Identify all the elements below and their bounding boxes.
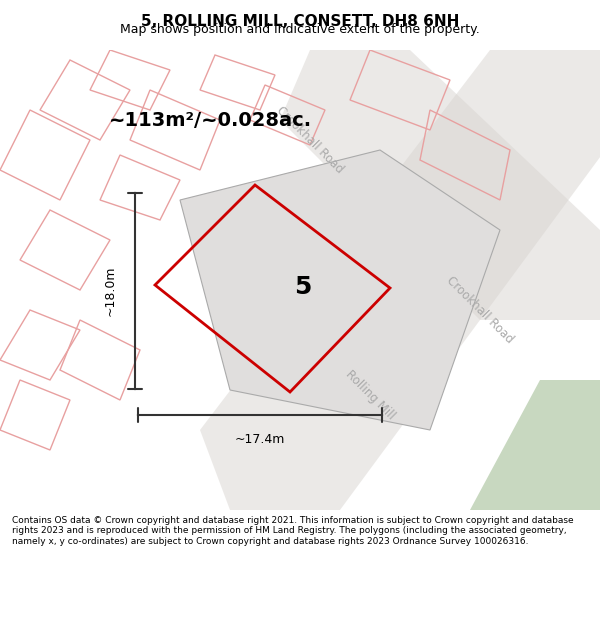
- Polygon shape: [180, 150, 500, 430]
- Text: Crookhall Road: Crookhall Road: [444, 274, 516, 346]
- Text: Contains OS data © Crown copyright and database right 2021. This information is : Contains OS data © Crown copyright and d…: [12, 516, 574, 546]
- Polygon shape: [280, 50, 600, 320]
- Text: ~17.4m: ~17.4m: [235, 433, 285, 446]
- Text: Crookhall Road: Crookhall Road: [274, 104, 346, 176]
- Polygon shape: [470, 380, 600, 510]
- Text: ~113m²/~0.028ac.: ~113m²/~0.028ac.: [109, 111, 311, 129]
- Text: ~18.0m: ~18.0m: [104, 266, 117, 316]
- Text: Rolling Mill: Rolling Mill: [343, 368, 397, 422]
- Text: 5: 5: [294, 276, 311, 299]
- Polygon shape: [200, 50, 600, 510]
- Text: Map shows position and indicative extent of the property.: Map shows position and indicative extent…: [120, 23, 480, 36]
- Text: 5, ROLLING MILL, CONSETT, DH8 6NH: 5, ROLLING MILL, CONSETT, DH8 6NH: [141, 14, 459, 29]
